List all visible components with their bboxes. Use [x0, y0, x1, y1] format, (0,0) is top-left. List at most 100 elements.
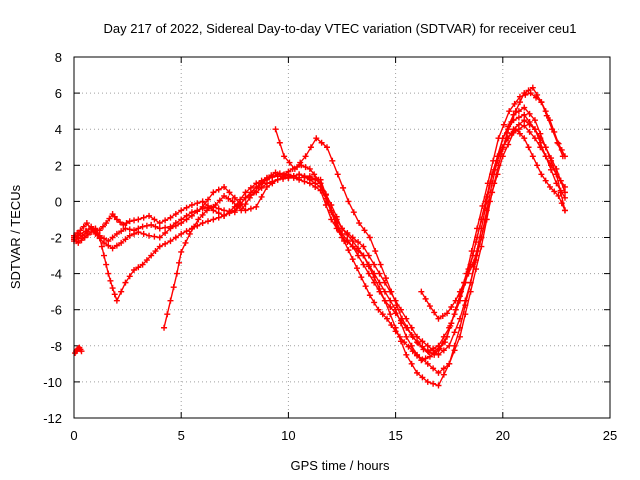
data-point [199, 220, 206, 227]
data-point [210, 189, 217, 196]
data-point [118, 288, 125, 295]
data-point [388, 288, 395, 295]
data-point [529, 153, 536, 160]
data-point [212, 202, 219, 209]
data-point [334, 171, 341, 178]
data-point [268, 172, 275, 179]
data-point [156, 234, 163, 241]
data-point [120, 221, 127, 228]
data-point [167, 214, 174, 221]
data-point [215, 186, 222, 193]
data-point [83, 228, 90, 235]
data-point [521, 135, 528, 142]
data-point [408, 360, 415, 367]
data-point [276, 139, 283, 146]
data-point [542, 177, 549, 184]
data-point [122, 236, 129, 243]
data-point [365, 252, 372, 259]
data-point [281, 171, 288, 178]
data-point [504, 129, 511, 136]
data-point [258, 184, 265, 191]
data-point [103, 261, 110, 268]
data-point [422, 295, 429, 302]
data-point [221, 212, 228, 219]
y-tick-label: 6 [55, 86, 62, 101]
data-point [512, 126, 519, 133]
data-point [365, 270, 372, 277]
series-track-7 [418, 84, 568, 322]
data-point [431, 351, 438, 358]
data-point [162, 229, 169, 236]
data-point [313, 135, 320, 142]
data-point [430, 365, 437, 372]
data-point [215, 205, 222, 212]
data-point [167, 297, 174, 304]
data-point [409, 333, 416, 340]
data-point [377, 261, 384, 268]
data-point [424, 378, 431, 385]
data-point [182, 239, 189, 246]
data-point [75, 239, 82, 246]
y-axis-label: SDTVAR / TECUs [8, 184, 23, 289]
data-point [355, 239, 362, 246]
data-point [420, 346, 427, 353]
data-point [123, 220, 130, 227]
data-point [229, 198, 236, 205]
data-point [194, 200, 201, 207]
data-point [439, 313, 446, 320]
data-point [221, 207, 228, 214]
data-point [251, 189, 258, 196]
data-point [208, 204, 215, 211]
data-point [135, 216, 142, 223]
data-point [486, 198, 493, 205]
data-point [521, 122, 528, 129]
data-point [199, 198, 206, 205]
data-point [525, 87, 532, 94]
data-point [440, 365, 447, 372]
series-track-8 [72, 344, 85, 357]
data-point [99, 223, 106, 230]
data-point [355, 252, 362, 259]
data-point [101, 239, 108, 246]
data-point [263, 180, 270, 187]
data-point [186, 230, 193, 237]
series-track-6 [272, 90, 566, 358]
data-point [546, 183, 553, 190]
data-point [323, 198, 330, 205]
data-point [349, 256, 356, 263]
plot-frame [73, 56, 611, 419]
data-point [362, 283, 369, 290]
y-tick-label: -2 [50, 231, 62, 246]
data-point [233, 202, 240, 209]
data-point [126, 218, 133, 225]
data-point [396, 333, 403, 340]
x-tick-label: 15 [388, 428, 402, 443]
data-point [80, 223, 87, 230]
data-point [178, 230, 185, 237]
data-point [131, 217, 138, 224]
data-point [74, 229, 81, 236]
data-point [426, 303, 433, 310]
data-point [291, 165, 298, 172]
data-point [444, 310, 451, 317]
y-tick-label: 4 [55, 122, 62, 137]
data-point [436, 345, 443, 352]
data-point [183, 228, 190, 235]
data-point [521, 90, 528, 97]
data-point [246, 194, 253, 201]
data-point [482, 216, 489, 223]
data-point [555, 140, 562, 147]
data-point [392, 310, 399, 317]
data-point [419, 338, 426, 345]
data-point [178, 207, 185, 214]
data-point [512, 108, 519, 115]
data-point [499, 146, 506, 153]
data-point [311, 171, 318, 178]
data-point [152, 223, 159, 230]
data-point [301, 173, 308, 180]
data-point [131, 230, 138, 237]
data-point [131, 266, 138, 273]
data-point [469, 261, 476, 268]
data-point [538, 171, 545, 178]
data-point [173, 270, 180, 277]
